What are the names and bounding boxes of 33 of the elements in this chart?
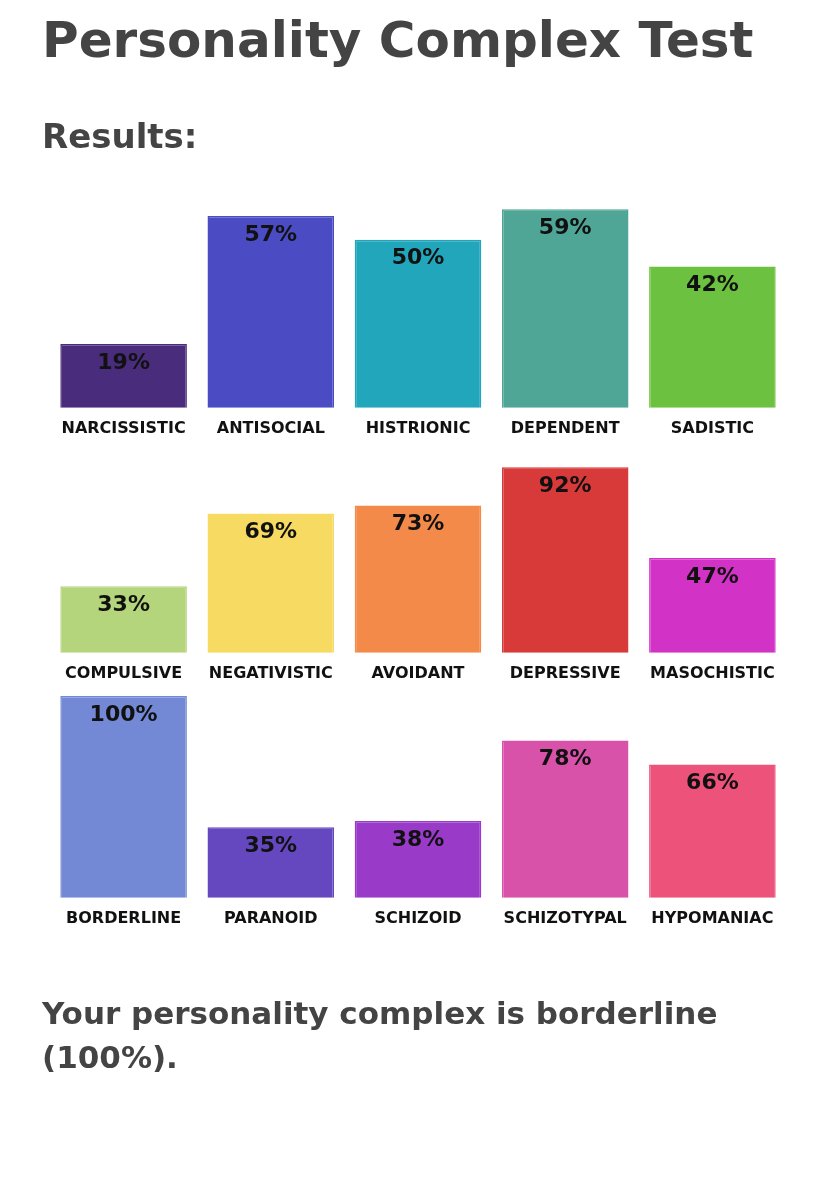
x-tick-label: DEPENDENT bbox=[510, 417, 620, 437]
x-tick-label: NARCISSISTIC bbox=[61, 417, 186, 437]
chart-title: Personality Complex Test bbox=[42, 10, 755, 71]
x-tick-label: NEGATIVISTIC bbox=[208, 662, 333, 682]
data-label: 59% bbox=[538, 214, 592, 240]
data-label: 100% bbox=[89, 700, 158, 726]
data-label: 38% bbox=[391, 825, 445, 851]
x-tick-label: COMPULSIVE bbox=[65, 662, 183, 682]
x-tick-label: MASOCHISTIC bbox=[650, 662, 775, 682]
data-label: 19% bbox=[97, 348, 150, 374]
x-tick-label: DEPRESSIVE bbox=[509, 662, 621, 682]
x-tick-label: BORDERLINE bbox=[66, 907, 182, 927]
x-tick-label: ANTISOCIAL bbox=[216, 417, 325, 437]
data-label: 78% bbox=[538, 745, 592, 771]
data-label: 92% bbox=[538, 471, 592, 497]
data-label: 57% bbox=[244, 220, 298, 246]
data-label: 73% bbox=[391, 510, 445, 536]
data-label: 50% bbox=[391, 244, 445, 270]
x-tick-label: AVOIDANT bbox=[371, 662, 465, 682]
x-tick-label: SCHIZOID bbox=[374, 907, 462, 927]
data-label: 69% bbox=[244, 518, 298, 544]
data-label: 33% bbox=[97, 590, 150, 616]
x-tick-label: SADISTIC bbox=[670, 417, 755, 437]
text: Your personality complex is borderline (100%). bbox=[42, 994, 719, 1077]
data-label: 35% bbox=[244, 831, 298, 857]
x-tick-label: PARANOID bbox=[224, 907, 318, 927]
data-label: 42% bbox=[686, 271, 739, 297]
data-label: 66% bbox=[686, 769, 739, 795]
data-label: 47% bbox=[686, 562, 739, 588]
x-tick-label: HYPOMANIAC bbox=[651, 907, 774, 927]
x-tick-label: SCHIZOTYPAL bbox=[503, 907, 627, 927]
chart-subtitle: Results: bbox=[42, 116, 199, 156]
x-tick-label: HISTRIONIC bbox=[365, 417, 471, 437]
